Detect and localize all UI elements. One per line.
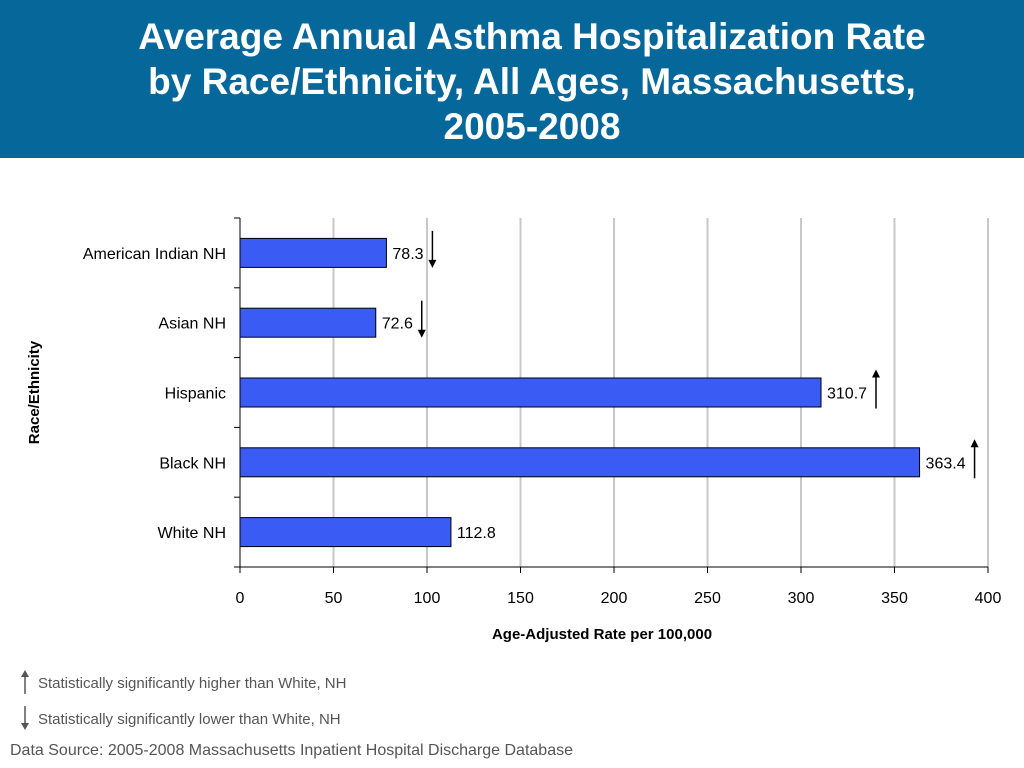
bar-2 [239,377,822,408]
down-arrow-icon-1 [417,300,426,338]
data-source: Data Source: 2005-2008 Massachusetts Inp… [10,742,573,759]
x-tick-label-1: 50 [325,590,343,607]
bar-0 [239,237,387,268]
x-tick-label-6: 300 [788,590,815,607]
x-tick-label-4: 200 [601,590,628,607]
data-label-3: 363.4 [926,455,966,472]
y-axis-title: Race/Ethnicity [26,340,43,444]
x-tick-label-2: 100 [414,590,441,607]
bar-4 [239,517,452,548]
page-title: Average Annual Asthma Hospitalization Ra… [40,14,1024,149]
x-axis-title: Age-Adjusted Rate per 100,000 [492,626,712,643]
bar-chart: 0 50 100 150 200 250 300 350 400 American Indian … [26,217,1002,643]
category-label-0: American Indian NH [83,246,226,263]
data-label-1: 72.6 [382,316,413,333]
data-label-0: 78.3 [392,246,423,263]
legend-higher-label: Statistically significantly higher than … [38,675,347,692]
category-label-1: Asian NH [158,316,226,333]
x-tick-label-3: 150 [507,590,534,607]
bar-1 [239,307,377,338]
down-arrow-icon [21,706,29,730]
title-line-1: Average Annual Asthma Hospitalization Ra… [138,16,926,57]
x-tick-label-7: 350 [881,590,908,607]
title-line-3: 2005-2008 [443,106,621,147]
up-arrow-icon [21,670,29,694]
category-label-4: White NH [158,525,226,542]
down-arrow-icon-0 [428,230,437,268]
data-label-4: 112.8 [457,525,496,542]
data-label-2: 310.7 [827,386,867,403]
title-line-2: by Race/Ethnicity, All Ages, Massachuset… [148,61,916,102]
x-tick-label-0: 0 [236,590,245,607]
bar-3 [239,447,921,478]
category-label-2: Hispanic [165,386,226,403]
legend-higher: Statistically significantly higher than … [16,670,436,696]
up-arrow-icon-2 [872,369,881,409]
legend-lower-label: Statistically significantly lower than W… [38,711,341,728]
legend-lower: Statistically significantly lower than W… [16,706,436,732]
title-banner [0,0,1024,158]
x-tick-label-8: 400 [975,590,1002,607]
category-label-3: Black NH [159,455,226,472]
up-arrow-icon-3 [970,439,979,479]
x-tick-label-5: 250 [694,590,721,607]
